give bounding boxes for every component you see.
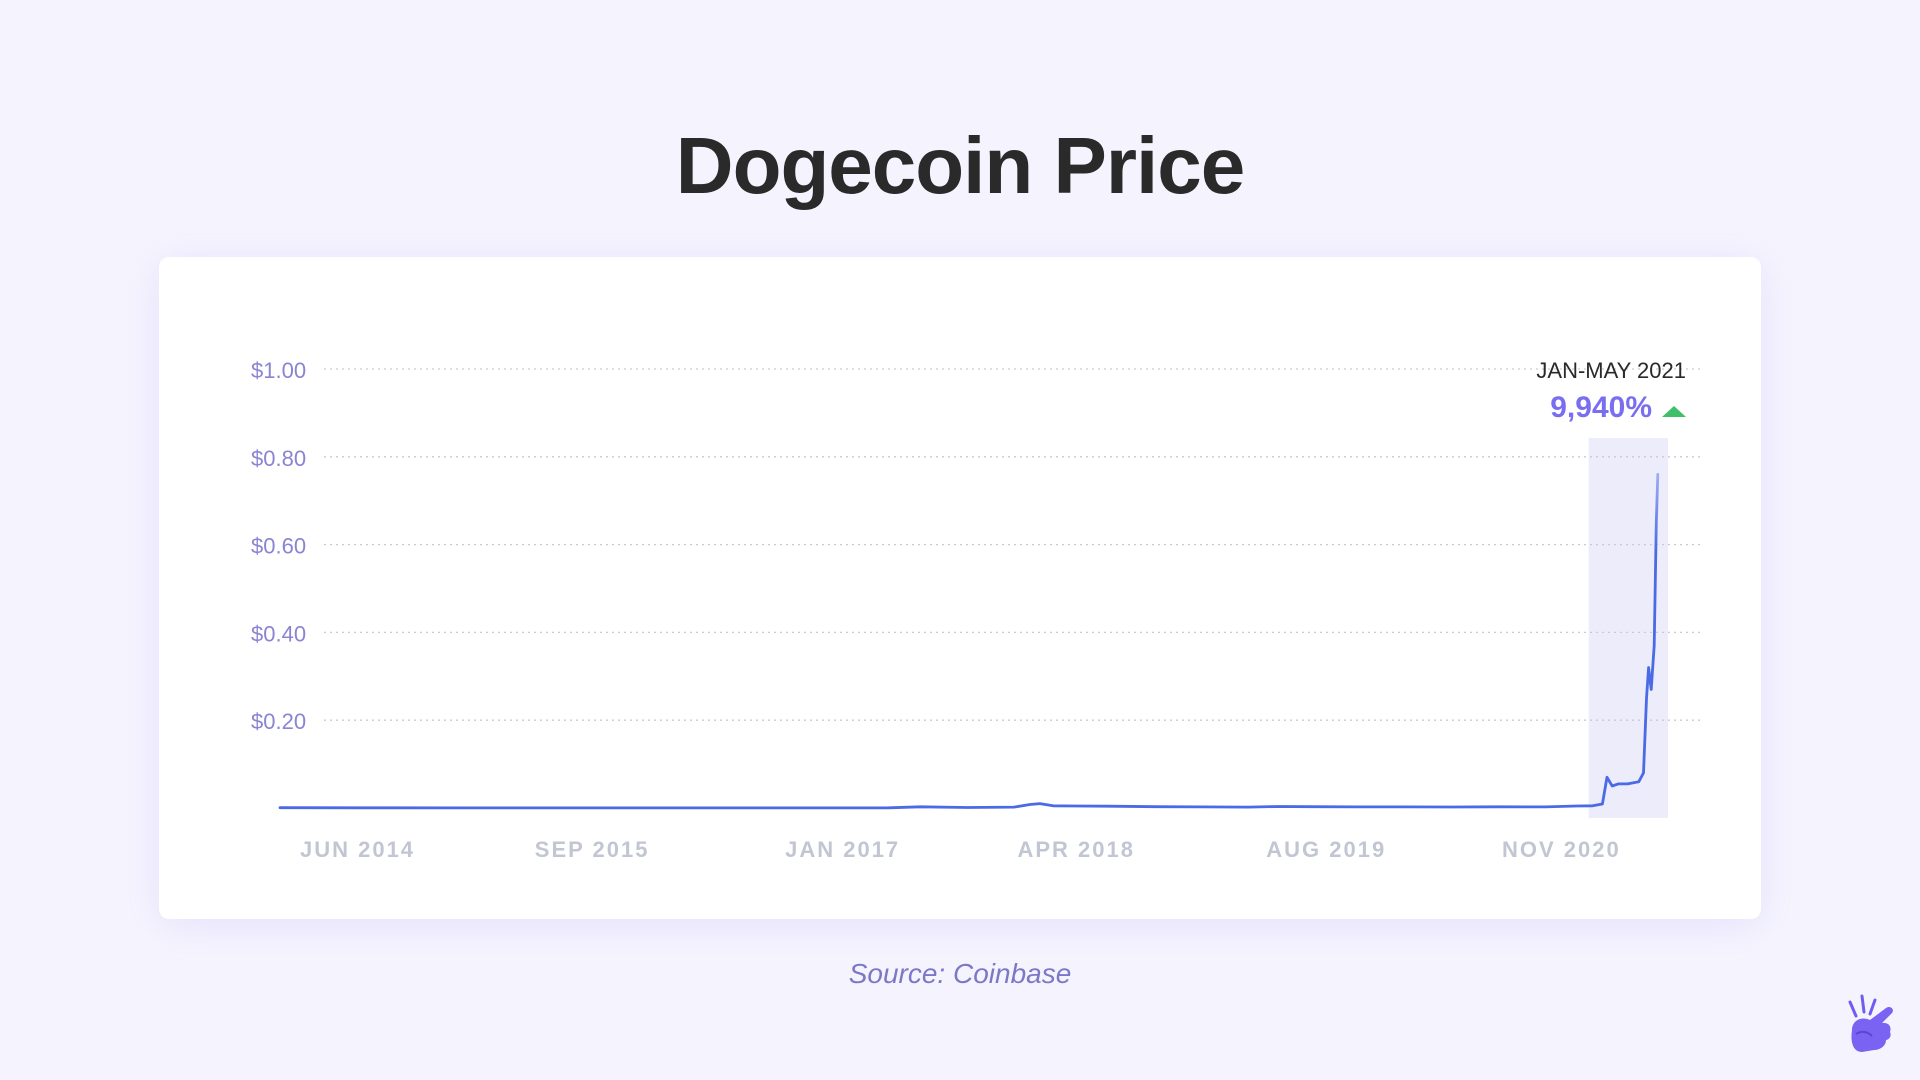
y-tick-label: $0.20 bbox=[251, 709, 306, 734]
chart-card: $1.00 $0.80 $0.60 $0.40 $0.20 JUN 2014 SEP 201… bbox=[159, 257, 1761, 919]
price-chart: $1.00 $0.80 $0.60 $0.40 $0.20 JUN 2014 SEP 201… bbox=[251, 358, 1704, 862]
annotation-percent: 9,940% bbox=[1550, 391, 1652, 424]
source-caption: Source: Coinbase bbox=[848, 958, 1072, 989]
y-tick-label: $0.60 bbox=[251, 534, 306, 559]
y-tick-label: $0.40 bbox=[251, 621, 306, 646]
x-tick-label: APR 2018 bbox=[1017, 837, 1135, 862]
x-tick-label: JUN 2014 bbox=[300, 837, 415, 862]
annotation-period: JAN-MAY 2021 bbox=[1536, 358, 1686, 383]
y-tick-label: $1.00 bbox=[251, 358, 306, 383]
x-tick-label: NOV 2020 bbox=[1502, 837, 1621, 862]
price-line bbox=[278, 473, 1660, 810]
up-arrow-icon bbox=[1662, 406, 1686, 417]
snap-hand-icon bbox=[1842, 990, 1906, 1062]
x-tick-label: SEP 2015 bbox=[535, 837, 650, 862]
x-tick-label: JAN 2017 bbox=[785, 837, 900, 862]
page-title: Dogecoin Price bbox=[675, 121, 1245, 210]
y-tick-label: $0.80 bbox=[251, 446, 306, 471]
x-tick-label: AUG 2019 bbox=[1266, 837, 1386, 862]
